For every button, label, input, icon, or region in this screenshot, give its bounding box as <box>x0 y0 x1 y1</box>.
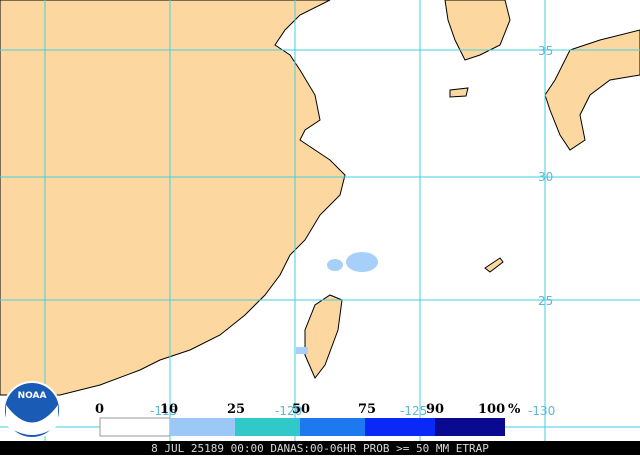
lat-label: 25 <box>538 294 553 308</box>
land <box>449 87 469 98</box>
logo-text: NOAA <box>18 391 47 401</box>
legend: 0 10 25 50 75 90 100 % <box>95 402 521 437</box>
legend-swatch <box>435 418 505 436</box>
legend-label: 0 <box>95 402 104 417</box>
legend-swatch <box>300 418 365 436</box>
prob-area <box>327 259 343 271</box>
footer-bar <box>0 441 640 455</box>
legend-swatch <box>235 418 300 436</box>
legend-label: 25 <box>227 402 245 417</box>
footer-text: 8 JUL 25189 00:00 DANAS:00-06HR PROB >= … <box>151 442 489 455</box>
logo-bird <box>6 405 58 435</box>
legend-label: 10 <box>160 402 178 417</box>
lon-label: -130 <box>528 404 555 418</box>
legend-label: 100 <box>478 402 505 417</box>
prob-area <box>296 347 308 354</box>
land <box>444 0 511 61</box>
legend-swatch <box>99 417 171 437</box>
lon-label: -115 <box>150 404 177 418</box>
land <box>304 294 343 379</box>
lon-label: -125 <box>400 404 427 418</box>
logo: NOAA <box>3 381 61 439</box>
lat-label: 30 <box>538 170 553 184</box>
lat-label: 35 <box>538 44 553 58</box>
land <box>484 257 504 273</box>
land <box>544 29 640 151</box>
legend-swatch <box>365 418 435 436</box>
legend-swatch <box>170 418 235 436</box>
lon-label: -120 <box>275 404 302 418</box>
legend-label: 75 <box>358 402 376 417</box>
legend-label: 50 <box>292 402 310 417</box>
legend-label: 90 <box>426 402 444 417</box>
legend-unit: % <box>508 402 521 417</box>
prob-area <box>346 252 378 272</box>
